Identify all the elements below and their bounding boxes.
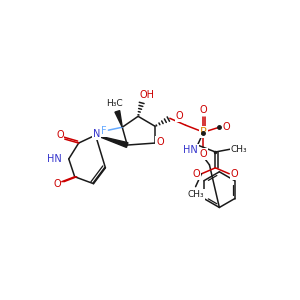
- Text: CH₃: CH₃: [187, 190, 204, 199]
- Text: F: F: [100, 126, 106, 136]
- Text: O: O: [156, 137, 164, 147]
- Text: P: P: [200, 127, 207, 137]
- Text: O: O: [176, 111, 184, 121]
- Text: O: O: [193, 169, 200, 179]
- Text: O: O: [200, 105, 207, 116]
- Text: N: N: [93, 129, 100, 139]
- Text: O: O: [200, 149, 207, 159]
- Text: H₃C: H₃C: [106, 99, 123, 108]
- Text: O: O: [53, 179, 61, 189]
- Polygon shape: [95, 135, 128, 147]
- Text: HN: HN: [183, 145, 198, 155]
- Text: HN: HN: [47, 154, 62, 164]
- Text: O: O: [230, 169, 238, 179]
- Polygon shape: [115, 111, 122, 127]
- Text: CH₃: CH₃: [231, 145, 247, 154]
- Text: O: O: [223, 122, 230, 132]
- Text: O: O: [56, 130, 64, 140]
- Text: OH: OH: [140, 89, 154, 100]
